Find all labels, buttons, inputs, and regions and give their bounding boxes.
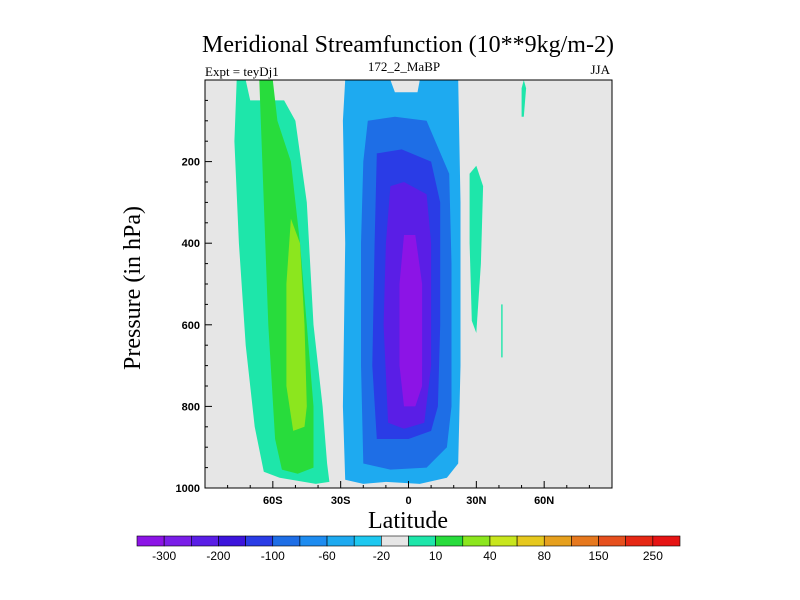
y-axis-label: Pressure (in hPa) — [120, 206, 146, 370]
colorbar-swatch — [136, 535, 165, 547]
contour-region — [521, 80, 527, 117]
y-tick-label: 400 — [182, 238, 200, 250]
colorbar-label: -20 — [373, 549, 391, 563]
colorbar-swatch — [299, 535, 328, 547]
y-tick-label: 600 — [182, 320, 200, 332]
x-tick-label: 60S — [263, 495, 283, 507]
x-tick-label: 30S — [331, 495, 351, 507]
x-tick-label: 60N — [534, 495, 554, 507]
colorbar-swatch — [218, 535, 246, 547]
colorbar-swatch — [353, 535, 382, 547]
y-axis-ticks: 200 400 600 800 1000 — [176, 99, 212, 495]
colorbar-label: -60 — [318, 549, 336, 563]
colorbar-label: 250 — [643, 549, 663, 563]
colorbar-swatch — [408, 535, 436, 547]
colorbar-label: 80 — [538, 549, 552, 563]
colorbar-swatch — [435, 535, 464, 547]
y-tick-label: 200 — [182, 157, 200, 169]
experiment-label: Expt = teyDj1 — [205, 64, 279, 79]
contour-regions — [234, 80, 527, 484]
colorbar-swatch — [543, 535, 572, 547]
colorbar-swatch — [326, 535, 355, 547]
x-axis-ticks: 60S 30S 0 30N 60N — [227, 481, 590, 507]
colorbar-swatch — [598, 535, 626, 547]
contour-region — [399, 235, 423, 407]
colorbar-swatch — [381, 535, 409, 547]
colorbar-swatch — [625, 535, 654, 547]
contour-region — [286, 218, 307, 431]
run-label: 172_2_MaBP — [368, 59, 440, 74]
season-label: JJA — [590, 62, 610, 77]
colorbar-swatch — [462, 535, 491, 547]
x-tick-label: 0 — [405, 495, 411, 507]
colorbar-swatch — [489, 535, 518, 547]
colorbar-swatch — [191, 535, 219, 547]
colorbar-label: 10 — [429, 549, 443, 563]
contour-region — [469, 165, 484, 333]
colorbar-label: -300 — [152, 549, 176, 563]
x-tick-label: 30N — [466, 495, 486, 507]
colorbar-swatch — [163, 535, 192, 547]
colorbar-label: -200 — [206, 549, 230, 563]
colorbar-label: 40 — [483, 549, 497, 563]
colorbar-label: 150 — [588, 549, 608, 563]
x-axis-label: Latitude — [368, 508, 448, 534]
colorbar-label: -100 — [261, 549, 285, 563]
colorbar-swatch — [652, 535, 681, 547]
contour-region — [501, 304, 503, 358]
colorbar-swatch — [571, 535, 599, 547]
plot-area: 60S 30S 0 30N 60N 200 400 600 800 1000 — [176, 79, 613, 507]
chart-title: Meridional Streamfunction (10**9kg/m-2) — [202, 32, 614, 58]
colorbar-swatch — [245, 535, 274, 547]
colorbar: -300 -200 -100 -60 -20 10 40 80 150 250 — [136, 535, 681, 563]
colorbar-swatch — [516, 535, 545, 547]
y-tick-label: 1000 — [176, 483, 200, 495]
y-tick-label: 800 — [182, 401, 200, 413]
colorbar-swatch — [272, 535, 301, 547]
